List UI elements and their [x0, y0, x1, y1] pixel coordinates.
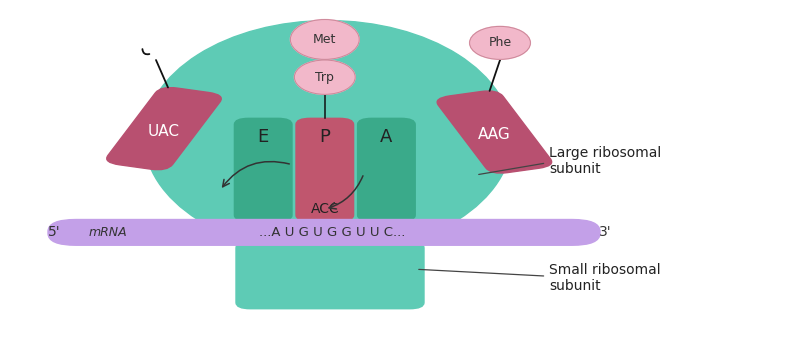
- FancyBboxPatch shape: [296, 118, 354, 221]
- FancyBboxPatch shape: [358, 118, 415, 221]
- Text: P: P: [319, 128, 330, 146]
- Ellipse shape: [294, 60, 355, 94]
- Text: Large ribosomal
subunit: Large ribosomal subunit: [549, 146, 661, 176]
- Ellipse shape: [290, 20, 359, 59]
- FancyBboxPatch shape: [106, 87, 222, 170]
- Text: Trp: Trp: [315, 71, 334, 84]
- Text: A: A: [380, 128, 393, 146]
- Text: 5': 5': [48, 225, 61, 239]
- Text: ACC: ACC: [310, 202, 339, 216]
- Text: mRNA: mRNA: [89, 226, 127, 239]
- Ellipse shape: [144, 21, 512, 254]
- FancyBboxPatch shape: [48, 220, 600, 245]
- Text: AAG: AAG: [478, 127, 510, 142]
- Ellipse shape: [470, 26, 530, 59]
- Text: E: E: [258, 128, 269, 146]
- Text: Small ribosomal
subunit: Small ribosomal subunit: [549, 263, 661, 293]
- Text: ...A U G U G G U U C...: ...A U G U G G U U C...: [259, 226, 405, 239]
- Text: Phe: Phe: [489, 36, 511, 49]
- FancyBboxPatch shape: [437, 91, 552, 173]
- FancyBboxPatch shape: [236, 242, 424, 309]
- FancyBboxPatch shape: [234, 118, 292, 221]
- Text: 3': 3': [599, 225, 612, 239]
- Text: UAC: UAC: [148, 123, 180, 139]
- Text: Met: Met: [313, 33, 337, 46]
